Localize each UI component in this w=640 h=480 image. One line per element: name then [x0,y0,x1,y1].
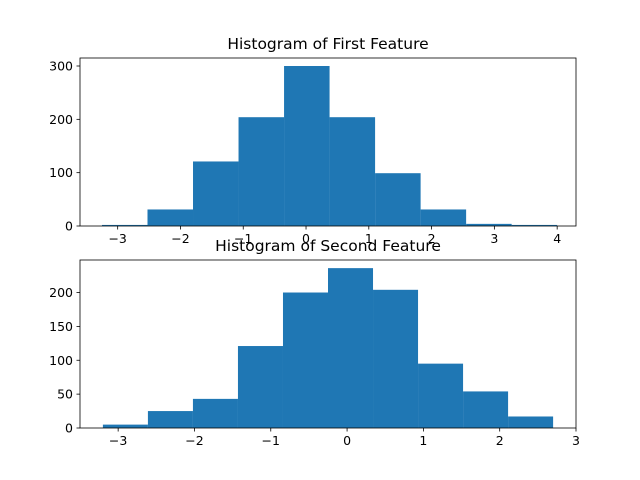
histogram-bar [373,289,419,428]
histogram-bar [420,209,467,226]
histogram-bar [329,117,376,226]
x-tick-label: −2 [171,231,189,246]
chart-title: Histogram of Second Feature [215,237,441,255]
axes-frame [79,259,577,429]
histogram-bar [147,411,193,428]
x-tick-label: 0 [302,231,310,246]
histogram-bar [238,117,285,226]
y-tick-label: 100 [49,353,73,368]
histogram-bar [418,363,464,428]
y-tick-label: 50 [57,387,73,402]
chart-title: Histogram of First Feature [227,35,428,53]
histogram-bar [284,66,330,226]
x-tick-label: 3 [490,231,498,246]
histogram-bar [193,161,239,226]
x-tick-label: 0 [343,433,351,448]
histogram-bar [375,173,421,226]
y-tick-label: 0 [65,421,73,436]
histogram-bar [328,268,374,428]
y-tick-label: 150 [49,319,73,334]
histogram-bar [102,424,148,428]
histogram-bar [237,346,283,428]
y-tick-label: 300 [49,59,73,74]
y-tick-label: 100 [49,165,73,180]
x-tick-label: −3 [108,231,126,246]
axes-frame [79,57,577,227]
histogram-bar [101,224,148,226]
x-tick-label: 1 [365,231,373,246]
y-tick-label: 200 [49,285,73,300]
chart-panel-second-feature: −3 −2 −1 0 1 2 3 0 50 100 150 200 [49,259,580,448]
x-tick-label: 3 [572,433,580,448]
x-tick-label: −1 [234,231,252,246]
y-tick-label: 200 [49,112,73,127]
histogram-bar [192,398,238,428]
x-tick-label: 2 [428,231,436,246]
histogram-bar [508,416,554,428]
chart-panel-first-feature: Histogram of First Feature −3 −2 −1 0 1 2 3 4 0… [49,35,577,246]
y-tick-label: 0 [65,219,73,234]
histogram-bar [463,391,509,428]
x-tick-label: −2 [185,433,203,448]
x-tick-label: 1 [419,433,427,448]
histogram-bar [466,223,512,226]
x-tick-label: −3 [109,433,127,448]
histogram-bar [147,209,194,226]
x-tick-label: 2 [496,433,504,448]
x-tick-label: 4 [553,231,561,246]
histogram-bar [282,292,328,428]
histogram-bar [511,224,558,226]
x-tick-label: −1 [262,433,280,448]
